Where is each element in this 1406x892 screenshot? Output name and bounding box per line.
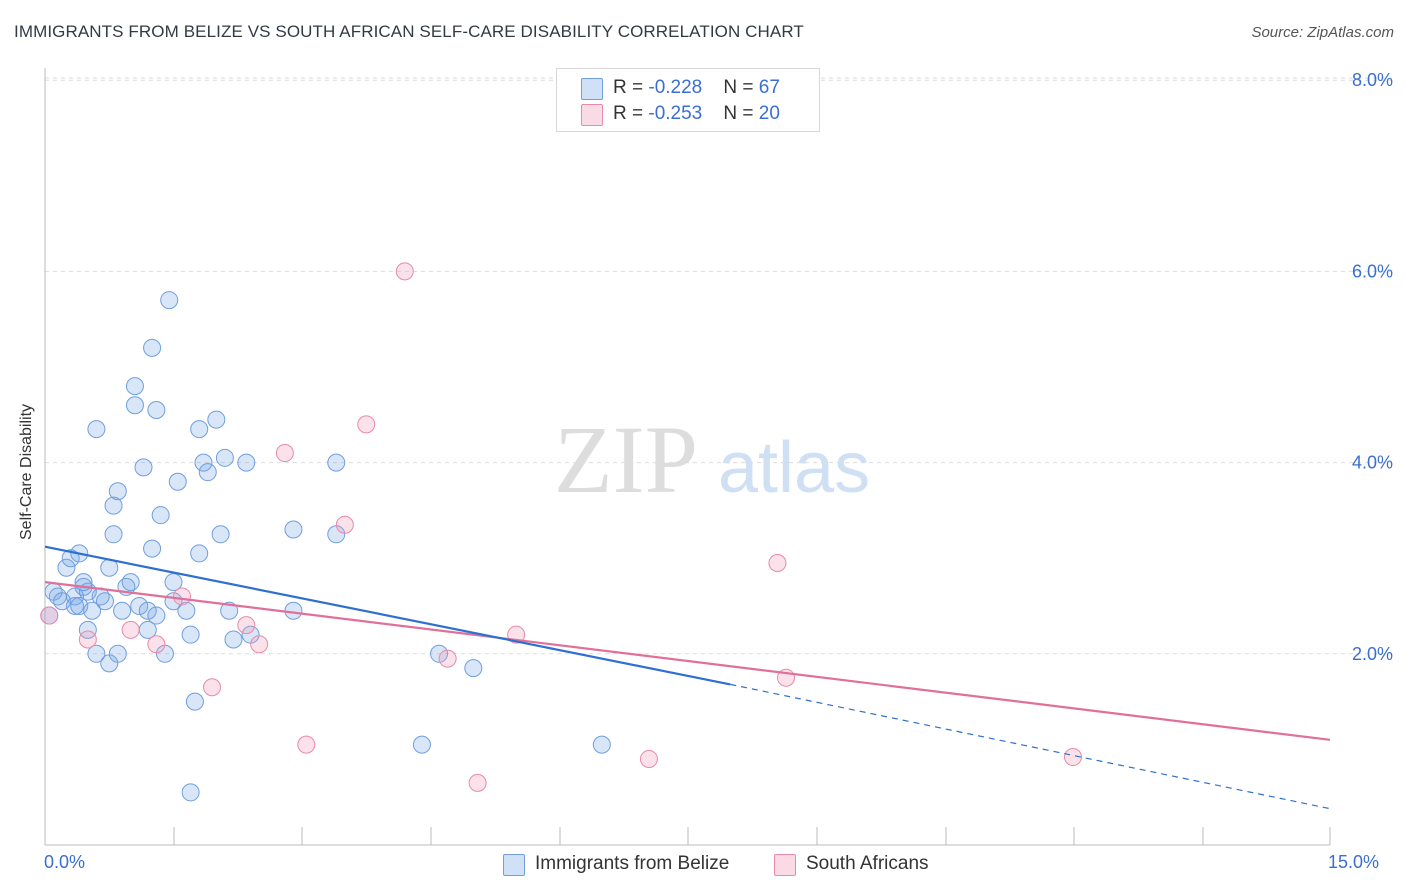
south-african-point: [237, 616, 256, 635]
belize-point: [57, 558, 76, 577]
legend-swatch-blue: [581, 78, 603, 100]
south-african-point: [203, 678, 222, 697]
belize-point: [70, 597, 89, 615]
belize-point: [181, 783, 200, 802]
belize-point: [220, 601, 239, 620]
belize-point: [147, 401, 166, 420]
belize-point: [113, 601, 132, 620]
belize-trend-extension: [730, 683, 1331, 810]
y-tick-label: 6.0%: [1352, 261, 1393, 281]
south-african-point: [147, 635, 166, 654]
y-tick-label: 2.0%: [1352, 644, 1393, 664]
belize-point: [194, 453, 213, 472]
belize-point: [61, 549, 80, 568]
belize-point: [65, 597, 84, 615]
watermark-zip: ZIP: [554, 406, 698, 513]
belize-point: [87, 644, 106, 663]
belize-point: [138, 601, 157, 620]
belize-point: [430, 644, 449, 663]
correlation-legend: R = -0.228 N = 67 R = -0.253 N = 20: [556, 68, 820, 132]
x-axis-min-label: 0.0%: [44, 852, 86, 872]
belize-point: [190, 420, 209, 439]
belize-point: [143, 338, 162, 357]
belize-point: [160, 291, 179, 310]
south-african-point: [438, 649, 457, 668]
trend-layer: [44, 545, 1331, 810]
belize-point: [143, 539, 162, 558]
belize-point: [125, 396, 144, 415]
legend-swatch-blue: [503, 854, 525, 876]
belize-point: [592, 735, 611, 754]
belize-point: [134, 458, 153, 477]
belize-point: [207, 410, 226, 429]
belize-trend-line: [44, 545, 731, 686]
legend-r-label: R =: [613, 77, 649, 98]
belize-point: [125, 377, 144, 396]
y-tick-label: 8.0%: [1352, 70, 1393, 90]
south-african-point: [335, 515, 354, 534]
legend-n-label: N =: [723, 103, 759, 124]
belize-point: [78, 620, 97, 639]
legend-swatch-pink: [581, 104, 603, 126]
belize-point: [168, 472, 187, 491]
belize-point: [464, 659, 483, 678]
legend-swatch-pink: [774, 854, 796, 876]
belize-point: [147, 606, 166, 625]
source-credit: Source: ZipAtlas.com: [1251, 24, 1394, 41]
south-african-point: [468, 773, 487, 792]
grid-layer: [45, 77, 1392, 655]
belize-point: [412, 735, 431, 754]
belize-point: [190, 544, 209, 563]
belize-point: [121, 573, 140, 592]
belize-point: [87, 420, 106, 439]
bottom-legend-label: Immigrants from Belize: [535, 853, 730, 874]
belize-point: [211, 525, 230, 544]
legend-n-label: N =: [723, 77, 759, 98]
y-tick-label: 4.0%: [1352, 453, 1393, 473]
point-layer: [40, 262, 1082, 802]
axis-layer: [44, 68, 1331, 846]
legend-r-value: -0.228: [648, 77, 703, 98]
belize-point: [181, 625, 200, 644]
belize-point: [104, 525, 123, 544]
belize-point: [104, 496, 123, 515]
south-african-point: [250, 635, 269, 654]
south-african-point: [121, 620, 140, 639]
legend-n-value: 67: [758, 77, 780, 98]
belize-point: [327, 453, 346, 472]
belize-point: [198, 463, 217, 482]
belize-point: [130, 597, 149, 615]
south-african-point: [40, 606, 59, 625]
chart-title: IMMIGRANTS FROM BELIZE VS SOUTH AFRICAN …: [14, 22, 804, 41]
legend-n-value: 20: [758, 103, 780, 124]
south-african-point: [275, 444, 294, 463]
south-african-point: [395, 262, 414, 281]
belize-point: [215, 448, 234, 467]
south-african-point: [78, 630, 97, 649]
south-african-point: [768, 553, 787, 572]
south-african-point: [1064, 748, 1082, 767]
belize-point: [177, 601, 196, 620]
south-african-trend-line: [44, 581, 1331, 741]
watermark-atlas: atlas: [718, 428, 870, 508]
bottom-legend-label: South Africans: [806, 853, 929, 874]
south-african-point: [639, 749, 658, 768]
x-axis-max-label: 15.0%: [1328, 852, 1380, 872]
belize-point: [151, 506, 170, 525]
belize-point: [284, 520, 303, 539]
tick-label-layer: 2.0% 4.0% 6.0% 8.0%: [1352, 70, 1393, 664]
south-african-point: [297, 735, 316, 754]
belize-point: [224, 630, 243, 649]
south-african-point: [357, 415, 376, 434]
belize-point: [237, 453, 256, 472]
south-african-point: [173, 587, 192, 606]
belize-point: [108, 644, 127, 663]
belize-point: [108, 482, 127, 501]
belize-point: [185, 692, 204, 711]
legend-r-label: R =: [613, 103, 649, 124]
legend-r-value: -0.253: [648, 103, 703, 124]
